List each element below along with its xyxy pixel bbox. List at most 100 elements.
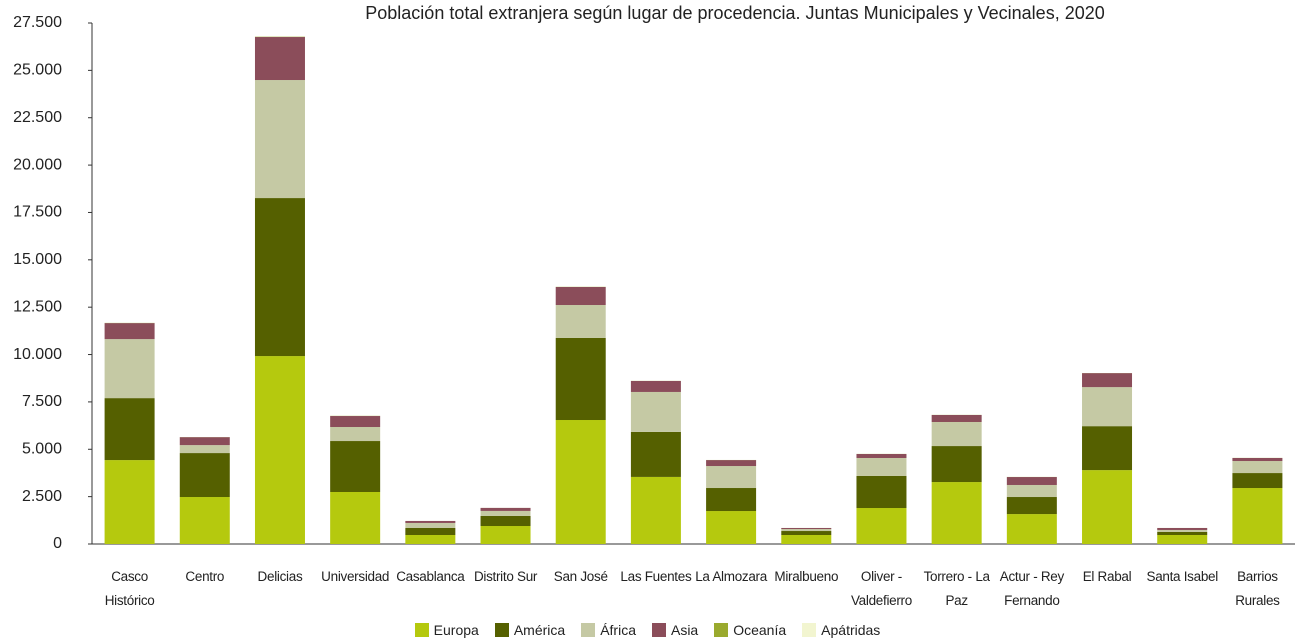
- legend-swatch: [494, 623, 509, 637]
- x-tick-label: Barrios Rurales: [1235, 569, 1280, 608]
- bar-segment: [630, 380, 681, 392]
- y-tick-label: 17.500: [13, 204, 62, 221]
- bar-segment: [781, 531, 832, 536]
- bar-segment: [555, 420, 606, 544]
- bar-segment: [179, 453, 230, 498]
- bar-segment: [330, 491, 381, 544]
- bar-segment: [931, 421, 982, 447]
- bar-segment: [1082, 426, 1133, 471]
- bar-segment: [330, 416, 381, 428]
- legend-swatch: [581, 623, 596, 637]
- y-tick-label: 2.500: [22, 488, 62, 505]
- bar-segment: [555, 337, 606, 421]
- bar-segment: [405, 522, 456, 528]
- legend-swatch: [414, 623, 429, 637]
- legend-swatch: [651, 623, 666, 637]
- bar-segment: [1082, 373, 1133, 388]
- bar-segment: [480, 510, 531, 516]
- legend-swatch: [714, 623, 729, 637]
- bar-segment: [1006, 484, 1057, 498]
- bar-segment: [555, 305, 606, 338]
- bar-segment: [104, 460, 155, 544]
- legend-item: Europa: [414, 622, 479, 638]
- bar-segment: [630, 431, 681, 477]
- legend-item: Asia: [651, 622, 698, 638]
- bar-segment: [1157, 535, 1208, 544]
- y-tick-label: 22.500: [13, 109, 62, 126]
- x-tick-label: Universidad: [321, 569, 390, 584]
- bar-segment: [1232, 457, 1283, 462]
- bar-segment: [630, 476, 681, 544]
- bar-segment: [330, 427, 381, 442]
- x-tick-label: Actur - Rey Fernando: [999, 569, 1065, 608]
- bar-segment: [931, 446, 982, 483]
- bar-segment: [254, 37, 305, 81]
- legend-label: Europa: [433, 622, 479, 638]
- bar-segment: [1232, 488, 1283, 544]
- bar-segment: [480, 526, 531, 544]
- bar-segment: [856, 508, 907, 544]
- bar-segment: [856, 457, 907, 476]
- chart-title: Población total extranjera según lugar d…: [365, 3, 1104, 23]
- y-tick-label: 12.500: [13, 298, 62, 315]
- bar-segment: [781, 529, 832, 532]
- bar-segment: [706, 466, 757, 489]
- x-tick-label: Centro: [185, 569, 225, 584]
- x-tick-label: Las Fuentes: [620, 569, 692, 584]
- x-tick-label: Delicias: [257, 569, 303, 584]
- bar-segment: [254, 198, 305, 357]
- bar-segment: [1157, 527, 1208, 530]
- legend-label: África: [600, 622, 636, 638]
- x-tick-label: Miralbueno: [774, 569, 839, 584]
- x-tick-label: Oliver - Valdefierro: [850, 569, 912, 608]
- y-tick-label: 5.000: [22, 440, 62, 457]
- y-tick-label: 27.500: [13, 14, 62, 31]
- legend-label: Oceanía: [733, 622, 787, 638]
- x-tick-label: El Rabal: [1082, 569, 1132, 584]
- bar-segment: [330, 441, 381, 492]
- bar-segment: [1006, 497, 1057, 515]
- y-tick-label: 25.000: [13, 62, 62, 79]
- bar-segment: [1157, 531, 1208, 536]
- x-tick-label: Distrito Sur: [473, 569, 538, 584]
- x-tick-label: Casablanca: [396, 569, 465, 584]
- y-tick-label: 7.500: [22, 393, 62, 410]
- bar-segment: [706, 511, 757, 544]
- bar-segment: [405, 535, 456, 544]
- legend-label: Apátridas: [821, 622, 881, 638]
- bar-segment: [405, 527, 456, 536]
- bar-segment: [931, 414, 982, 422]
- bar-segment: [1082, 387, 1133, 427]
- bar-segment: [555, 287, 606, 306]
- bar-segment: [1082, 470, 1133, 544]
- legend: Europa América África Asia Oceanía Apátridas: [0, 622, 1295, 638]
- y-tick-label: 0: [53, 535, 62, 552]
- bar-segment: [630, 391, 681, 432]
- legend-label: América: [513, 622, 566, 638]
- bar-segment: [706, 488, 757, 512]
- bar-segment: [1157, 529, 1208, 532]
- legend-swatch: [802, 623, 817, 637]
- bar-segment: [405, 520, 456, 523]
- y-tick-label: 10.000: [13, 346, 62, 363]
- bar-segment: [856, 454, 907, 458]
- bar-segment: [179, 445, 230, 454]
- x-tick-label: Torrero - La Paz: [923, 569, 990, 608]
- bar-segment: [480, 507, 531, 511]
- legend-item: Oceanía: [714, 622, 786, 638]
- bar-segment: [104, 323, 155, 340]
- bar-segment: [104, 398, 155, 461]
- legend-item: Apátridas: [802, 622, 880, 638]
- bar-segment: [254, 356, 305, 544]
- bar-segment: [179, 437, 230, 446]
- bar-segment: [856, 475, 907, 509]
- x-tick-label: La Almozara: [695, 569, 767, 584]
- legend-item: América: [494, 622, 566, 638]
- bar-segment: [1232, 461, 1283, 474]
- bar-segment: [254, 80, 305, 199]
- bar-segment: [104, 339, 155, 399]
- y-tick-label: 15.000: [13, 251, 62, 268]
- bar-segment: [480, 515, 531, 527]
